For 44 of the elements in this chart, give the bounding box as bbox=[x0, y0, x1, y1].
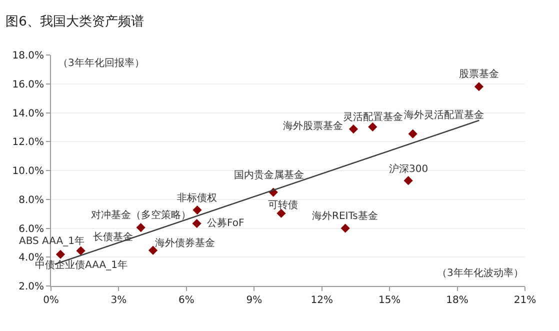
point bbox=[136, 222, 146, 232]
x-tick-label: 12% bbox=[310, 295, 333, 306]
chart-title: 图6、我国大类资产频谱 bbox=[6, 14, 144, 30]
x-tick-label: 3% bbox=[110, 295, 127, 306]
point bbox=[76, 246, 86, 256]
point bbox=[368, 122, 378, 132]
y-tick-label: 12.0% bbox=[12, 137, 44, 148]
y-tick-label: 16.0% bbox=[12, 79, 44, 90]
annotation: 海外债券基金 bbox=[155, 237, 215, 249]
x-tick-label: 18% bbox=[446, 295, 468, 306]
annotation: 海外股票基金 bbox=[283, 120, 343, 132]
x-tick-label: 0% bbox=[43, 295, 59, 306]
annotation: 国内贵金属基金 bbox=[234, 169, 304, 181]
x-tick-label: 9% bbox=[246, 295, 262, 306]
y-tick-label: 10.0% bbox=[12, 166, 44, 177]
point bbox=[474, 82, 484, 92]
x-tick-label: 6% bbox=[178, 295, 194, 306]
point bbox=[192, 218, 202, 228]
y-tick-label: 8.0% bbox=[18, 194, 44, 206]
x-tick-label: 15% bbox=[378, 295, 401, 306]
annotation: 沪深300 bbox=[389, 163, 428, 175]
point bbox=[148, 246, 158, 255]
point bbox=[56, 250, 66, 259]
annotation: 非标债权 bbox=[177, 192, 217, 204]
annotation: 灵活配置基金 bbox=[343, 111, 403, 123]
point bbox=[408, 129, 418, 138]
annotation: 股票基金 bbox=[459, 68, 499, 80]
point bbox=[404, 176, 413, 186]
y-tick-label: 6.0% bbox=[18, 224, 44, 235]
y-tick-label: 2.0% bbox=[18, 282, 44, 292]
y-tick-label: 18.0% bbox=[12, 50, 44, 62]
x-tick-label: 21% bbox=[514, 295, 536, 306]
point bbox=[348, 124, 358, 134]
annotation: ABS AAA_1年 bbox=[19, 235, 84, 247]
point bbox=[192, 206, 202, 215]
annotation: 可转债 bbox=[268, 199, 298, 211]
annotation: 海外灵活配置基金 bbox=[404, 109, 484, 121]
annotation: 海外REITs基金 bbox=[312, 210, 378, 222]
x-axis-title: （3年年化波动率） bbox=[437, 267, 524, 279]
annotation: 公募FoF bbox=[207, 217, 245, 229]
y-axis-title: （3年年化回报率） bbox=[58, 57, 144, 69]
point bbox=[340, 224, 350, 233]
y-tick-label: 14.0% bbox=[12, 108, 44, 120]
annotation: 对冲基金（多空策略） bbox=[91, 209, 191, 221]
